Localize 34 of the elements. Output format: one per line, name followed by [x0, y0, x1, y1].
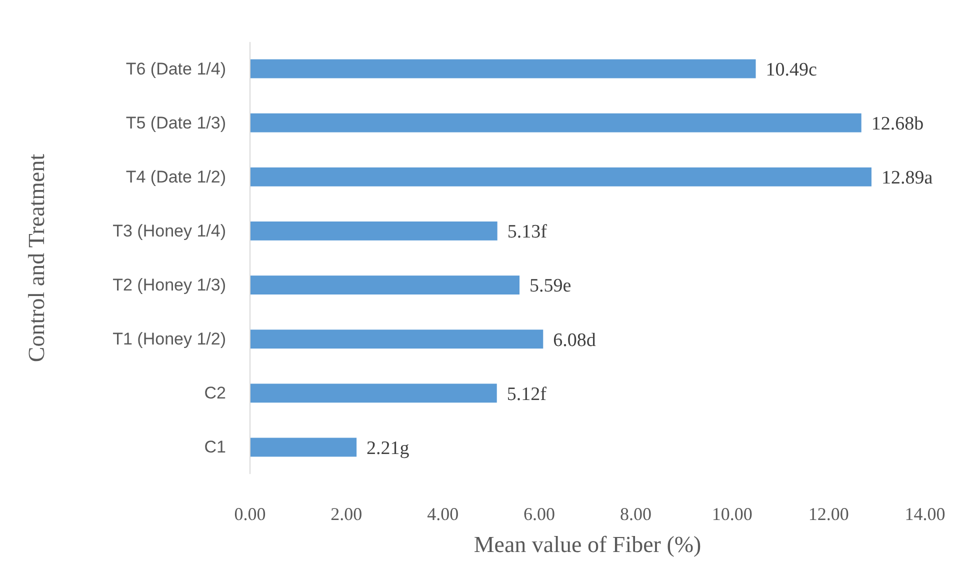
x-tick-label: 6.00 — [524, 504, 556, 524]
y-tick-label: C1 — [204, 437, 226, 456]
y-tick-label: T1 (Honey 1/2) — [112, 329, 226, 348]
data-label: 6.08d — [553, 330, 596, 351]
y-axis-title: Control and Treatment — [24, 153, 49, 362]
y-tick-label: C2 — [204, 383, 226, 402]
data-label: 5.12f — [506, 384, 548, 405]
bar — [250, 384, 497, 403]
data-label: 10.49c — [766, 59, 817, 80]
bar — [250, 113, 862, 132]
data-label: 12.68b — [871, 113, 924, 134]
x-tick-label: 14.00 — [904, 504, 946, 524]
y-tick-label: T4 (Date 1/2) — [126, 167, 226, 186]
x-tick-label: 0.00 — [234, 504, 266, 524]
bar — [250, 167, 872, 186]
bar — [250, 438, 357, 457]
x-tick-label: 8.00 — [620, 504, 652, 524]
y-tick-label: T5 (Date 1/3) — [126, 113, 226, 132]
x-tick-label: 2.00 — [330, 504, 362, 524]
bar — [250, 59, 756, 78]
x-tick-label: 4.00 — [427, 504, 459, 524]
y-tick-label: T2 (Honey 1/3) — [112, 275, 226, 294]
bar — [250, 222, 498, 240]
x-tick-label: 12.00 — [808, 504, 849, 524]
x-tick-label: 10.00 — [712, 504, 752, 524]
bar — [250, 276, 520, 294]
data-label: 5.59e — [530, 276, 572, 297]
y-tick-label: T6 (Date 1/4) — [126, 59, 226, 78]
bar — [250, 330, 544, 349]
data-label: 2.21g — [366, 438, 410, 459]
data-label: 12.89a — [881, 168, 934, 189]
x-axis-title: Mean value of Fiber (%) — [474, 532, 702, 557]
y-tick-label: T3 (Honey 1/4) — [112, 221, 226, 240]
data-label: 5.13f — [507, 222, 548, 243]
